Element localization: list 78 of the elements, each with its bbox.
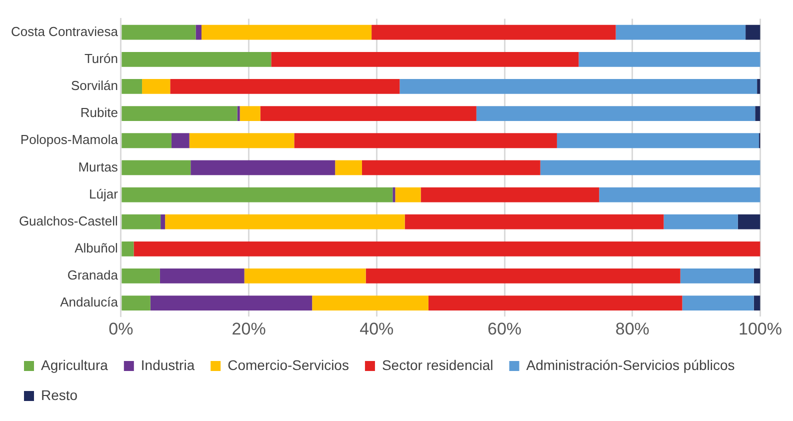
x-tick-label: 100% (738, 319, 782, 338)
y-tick-label: Granada (67, 268, 119, 283)
bar (165, 214, 405, 230)
bar (190, 160, 336, 176)
bar (122, 52, 272, 67)
x-tick-label: 80% (615, 319, 650, 338)
bar (755, 106, 760, 121)
bar (754, 296, 760, 311)
y-tick-label: Murtas (78, 159, 118, 174)
bar (260, 106, 476, 121)
bar (599, 187, 760, 202)
bar (476, 106, 756, 121)
legend-label: Comercio-Servicios (228, 356, 349, 373)
bar (294, 133, 557, 148)
bar (400, 79, 758, 94)
y-tick-label: Gualchos-Castell (18, 213, 118, 228)
bar (160, 214, 166, 230)
bar (404, 214, 664, 230)
legend-label: Resto (41, 386, 78, 403)
legend-label: Administración-Servicios públicos (526, 356, 735, 373)
bar (122, 24, 196, 40)
x-tick-label: 40% (360, 319, 394, 338)
bar (122, 296, 150, 311)
y-tick-label: Rubite (80, 105, 118, 120)
bar (682, 296, 754, 311)
bar (616, 24, 746, 40)
legend-label: Industria (140, 356, 195, 373)
bar (122, 133, 172, 148)
bar (757, 79, 760, 94)
bar (160, 268, 244, 284)
bar (122, 106, 238, 121)
bar (578, 52, 760, 67)
y-tick-label: Polopos-Mamola (20, 132, 119, 148)
bar (372, 24, 616, 40)
bar (134, 241, 760, 256)
bar (240, 106, 260, 121)
bar (420, 187, 600, 202)
bar (122, 241, 134, 256)
bar (122, 79, 142, 94)
bar (746, 24, 760, 40)
bar (362, 160, 540, 176)
y-tick-label: Lújar (89, 186, 119, 202)
y-tick-label: Costa Contraviesa (10, 24, 119, 39)
bar (196, 24, 202, 40)
bar (244, 268, 366, 284)
bar (189, 133, 294, 148)
bar (170, 79, 400, 94)
bar (392, 187, 396, 202)
bar (680, 268, 754, 284)
x-tick-label: 60% (488, 319, 522, 338)
bar (754, 268, 760, 284)
bar (201, 24, 372, 40)
bar (335, 160, 362, 176)
y-tick-label: Andalucía (60, 294, 119, 310)
y-tick-label: Albuñol (74, 240, 118, 256)
bar (540, 160, 760, 176)
bar (738, 214, 760, 230)
y-tick-label: Turón (84, 50, 118, 66)
y-tick-label: Sorvilán (70, 78, 118, 94)
bar (237, 106, 240, 121)
bar (312, 296, 428, 311)
bar (556, 133, 759, 148)
x-tick-label: 20% (232, 319, 266, 338)
bar (428, 296, 682, 311)
bar (366, 268, 680, 284)
bar (271, 52, 579, 67)
bar (395, 187, 421, 202)
bar (122, 268, 160, 284)
bar (150, 296, 312, 311)
bar (664, 214, 738, 230)
bar (122, 160, 191, 176)
bar (171, 133, 190, 148)
x-tick-label: 0% (108, 319, 134, 338)
bar (122, 214, 161, 230)
legend-label: Agricultura (41, 356, 108, 373)
bar (122, 187, 393, 202)
legend-label: Sector residencial (382, 356, 494, 373)
bar (142, 79, 170, 94)
